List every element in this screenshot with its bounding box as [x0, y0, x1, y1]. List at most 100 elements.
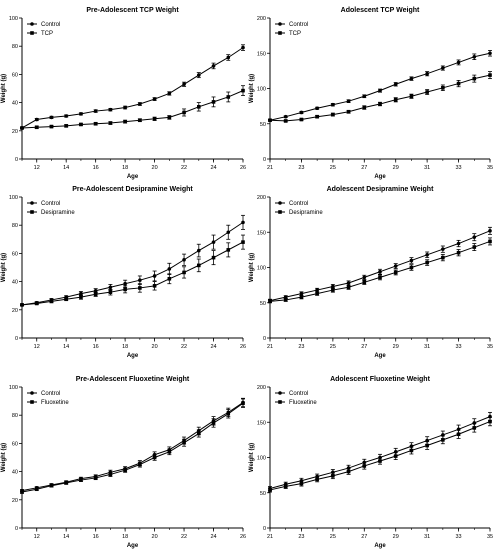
x-axis-label: Age: [127, 543, 139, 549]
data-point: [346, 281, 351, 285]
x-tick-label: 24: [210, 165, 216, 171]
data-point: [241, 45, 245, 50]
y-tick-label: 50: [260, 122, 266, 128]
data-point: [64, 297, 68, 302]
data-point: [378, 269, 382, 274]
data-point: [93, 288, 98, 293]
data-point: [20, 303, 24, 307]
legend-marker: [278, 210, 282, 214]
data-point: [226, 248, 231, 252]
data-point: [488, 73, 492, 77]
data-point: [93, 292, 98, 297]
y-tick-label: 100: [257, 87, 266, 93]
data-point: [456, 81, 461, 86]
data-point: [362, 94, 367, 99]
data-point: [123, 119, 127, 124]
data-point: [425, 90, 429, 94]
data-point: [79, 291, 83, 296]
data-point: [182, 270, 186, 275]
data-point: [211, 421, 216, 425]
data-point: [138, 102, 142, 106]
data-point: [299, 481, 304, 486]
x-tick-label: 20: [152, 165, 158, 171]
x-tick-label: 25: [330, 165, 336, 171]
y-tick-label: 50: [260, 301, 266, 307]
legend-label: Control: [41, 22, 60, 28]
data-point: [152, 284, 157, 288]
y-tick-label: 100: [9, 16, 18, 22]
y-tick-label: 0: [263, 336, 266, 342]
data-point: [123, 105, 127, 110]
x-tick-label: 20: [152, 344, 158, 350]
data-point: [378, 88, 382, 93]
y-tick-label: 150: [257, 230, 266, 236]
legend-label: Fluoxetine: [41, 400, 69, 406]
y-axis-label: Weight (g): [1, 74, 7, 103]
data-point: [34, 301, 39, 306]
data-point: [152, 455, 157, 460]
data-point: [362, 280, 367, 285]
series-line: [21, 47, 244, 129]
series-desipramine: Desipramine: [268, 210, 492, 304]
data-point: [378, 275, 382, 280]
chart-panel-2: Adolescent TCP Weight 0 50 100 150 200 21 23 25 2…: [249, 7, 493, 180]
data-point: [167, 115, 172, 120]
y-tick-label: 40: [12, 101, 18, 107]
data-point: [241, 401, 245, 406]
data-point: [425, 71, 429, 76]
data-point: [441, 85, 445, 90]
y-tick-label: 0: [263, 526, 266, 532]
x-tick-label: 31: [424, 165, 430, 171]
chart-panel-4: Adolescent Desipramine Weight 0 50 100 150 20…: [249, 186, 493, 359]
y-tick-label: 200: [257, 195, 266, 201]
legend-marker: [278, 22, 282, 26]
series-tcp: TCP: [268, 31, 492, 123]
data-point: [393, 97, 398, 102]
data-point: [315, 106, 319, 111]
data-point: [488, 419, 492, 424]
series-line: [21, 221, 244, 306]
x-tick-label: 20: [152, 534, 158, 540]
data-point: [79, 122, 83, 127]
data-point: [315, 291, 319, 296]
x-tick-label: 18: [122, 534, 128, 540]
x-axis-label: Age: [374, 174, 386, 180]
x-tick-label: 14: [63, 534, 69, 540]
data-point: [49, 115, 54, 120]
y-tick-label: 40: [12, 280, 18, 286]
x-tick-label: 26: [240, 344, 246, 350]
data-point: [108, 121, 113, 125]
x-tick-label: 21: [267, 534, 273, 540]
data-point: [93, 476, 98, 480]
data-point: [346, 469, 351, 474]
data-point: [182, 440, 186, 445]
data-point: [167, 450, 172, 454]
data-point: [211, 255, 216, 260]
data-point: [123, 281, 127, 286]
series-line: [21, 402, 244, 493]
data-point: [20, 126, 24, 130]
data-point: [182, 82, 186, 87]
y-tick-label: 60: [12, 251, 18, 257]
data-point: [456, 250, 461, 255]
data-point: [299, 295, 304, 299]
data-point: [226, 95, 231, 99]
data-point: [49, 124, 54, 129]
chart-title: Pre-Adolescent TCP Weight: [86, 7, 179, 14]
x-tick-label: 29: [393, 165, 399, 171]
data-point: [441, 438, 445, 442]
x-tick-label: 22: [181, 534, 187, 540]
x-tick-label: 27: [361, 165, 367, 171]
data-point: [64, 124, 68, 128]
series-line: [269, 230, 491, 302]
x-tick-label: 33: [456, 344, 462, 350]
legend-marker: [30, 210, 34, 214]
y-tick-label: 150: [257, 420, 266, 426]
data-point: [409, 448, 414, 453]
x-tick-label: 23: [298, 534, 304, 540]
data-point: [472, 235, 477, 239]
x-tick-label: 12: [34, 344, 40, 350]
data-point: [283, 298, 288, 302]
y-tick-label: 50: [260, 491, 266, 497]
